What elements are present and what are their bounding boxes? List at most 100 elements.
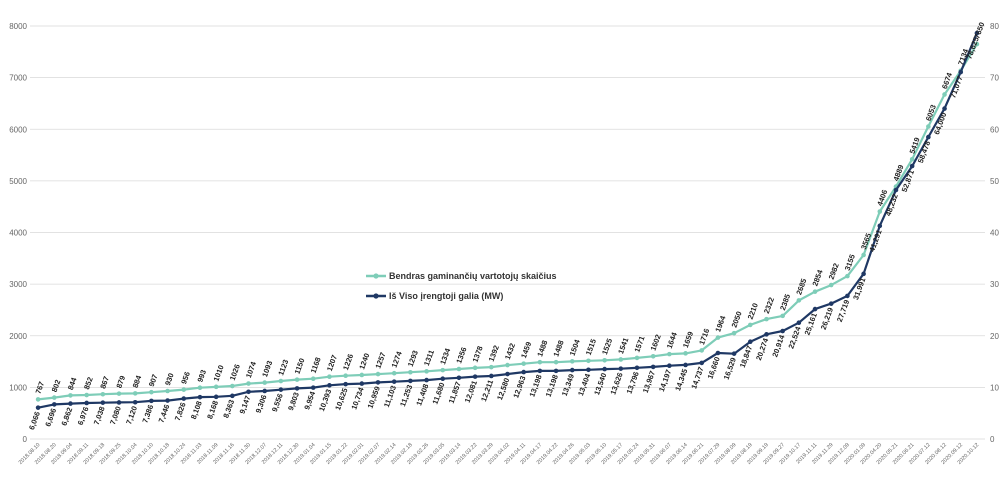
power-point: [262, 388, 268, 394]
users-data-label: 2322: [762, 296, 776, 315]
users-data-label: 1571: [632, 335, 646, 354]
users-point: [683, 351, 688, 356]
power-point: [699, 360, 705, 366]
users-point: [310, 376, 316, 382]
power-point: [294, 386, 300, 391]
power-point: [812, 306, 818, 312]
power-data-label: 13,540: [592, 372, 608, 397]
power-point: [521, 369, 526, 375]
power-point: [683, 362, 688, 368]
users-data-label: 907: [147, 373, 160, 388]
users-point: [796, 298, 802, 303]
power-point: [68, 401, 73, 406]
users-point: [505, 362, 510, 368]
y-tick-label: 2000: [9, 332, 27, 341]
power-point: [553, 368, 559, 374]
power-data-label: 16,529: [722, 356, 738, 381]
legend-marker-users: [373, 273, 379, 279]
power-data-label: 14,197: [657, 368, 673, 393]
users-point: [116, 391, 122, 396]
legend: Bendras gaminančių vartotojų skaičius Iš…: [366, 271, 557, 301]
users-point: [294, 377, 300, 382]
power-data-label: 10,734: [349, 385, 366, 410]
users-point: [132, 391, 138, 396]
power-data-label: 78,625: [964, 36, 980, 61]
power-data-label: 9,556: [270, 392, 285, 413]
users-data-label: 2210: [746, 302, 760, 321]
y-tick-label: 5000: [9, 177, 27, 186]
users-data-label: 1150: [292, 357, 306, 375]
users-point: [327, 374, 332, 379]
users-data-label: 1123: [276, 358, 290, 376]
y2-tick-label: 0: [990, 435, 995, 444]
users-data-label: 852: [82, 376, 95, 391]
power-data-label: 8,168: [205, 399, 220, 420]
power-data-label: 13,796: [625, 370, 641, 395]
users-point: [359, 372, 365, 378]
users-point: [424, 369, 429, 374]
power-data-label: 14,737: [689, 366, 705, 391]
power-point: [537, 368, 543, 374]
users-point: [812, 289, 818, 294]
users-data-label: 1240: [357, 352, 371, 371]
users-point: [618, 357, 624, 362]
power-point: [84, 400, 89, 406]
users-point: [926, 124, 931, 129]
users-data-label: 956: [179, 370, 192, 385]
legend-label-power: Iš Viso įrengtoji galia (MW): [389, 291, 503, 301]
power-point: [489, 373, 494, 379]
power-point: [974, 30, 980, 36]
y2-tick-label: 70: [990, 74, 999, 83]
power-data-label: 9,306: [254, 394, 269, 415]
power-data-label: 27,719: [835, 299, 851, 324]
users-point: [456, 366, 462, 372]
power-point: [327, 383, 332, 388]
users-point: [942, 92, 947, 97]
users-data-label: 1074: [244, 360, 258, 380]
users-data-label: 2982: [827, 262, 841, 281]
users-point: [375, 371, 381, 377]
y2-tick-label: 40: [990, 229, 999, 238]
power-data-label: 7,120: [124, 405, 139, 426]
users-data-label: 802: [50, 378, 63, 393]
power-data-label: 8,108: [189, 400, 204, 421]
power-data-label: 6,862: [59, 406, 74, 427]
users-point: [51, 395, 57, 400]
users-data-label: 1207: [325, 354, 339, 373]
power-point: [780, 328, 785, 334]
power-data-label: 6,696: [43, 407, 58, 428]
y2-tick-label: 20: [990, 332, 999, 341]
users-data-label: 1525: [600, 337, 614, 356]
power-data-label: 12,081: [463, 379, 479, 404]
power-data-label: 7,446: [157, 403, 172, 424]
users-point: [667, 351, 672, 357]
power-point: [408, 378, 413, 384]
y-tick-label: 7000: [9, 74, 27, 83]
power-data-label: 12,211: [479, 379, 495, 403]
users-data-label: 1659: [681, 330, 695, 349]
users-data-label: 993: [195, 369, 208, 384]
users-point: [149, 389, 154, 395]
power-point: [715, 350, 721, 356]
users-point: [634, 355, 640, 361]
users-data-label: 1010: [212, 364, 226, 383]
power-point: [747, 339, 753, 345]
power-data-label: 10,625: [333, 387, 349, 412]
y2-tick-label: 60: [990, 125, 999, 134]
users-point: [974, 41, 980, 47]
users-data-label: 867: [98, 375, 111, 390]
users-data-label: 2050: [730, 310, 744, 329]
users-data-label: 1964: [713, 314, 727, 334]
left-axis-ticks: 0 1000 2000 3000 4000 5000 6000 7000 8000: [9, 22, 27, 444]
power-data-label: 9,803: [286, 391, 301, 412]
users-point: [877, 209, 883, 214]
power-point: [926, 134, 931, 140]
users-point: [537, 359, 543, 365]
power-data-label: 13,198: [544, 373, 560, 398]
power-point: [51, 402, 57, 407]
power-point: [132, 399, 138, 405]
power-point: [472, 374, 478, 379]
power-data-label: 7,826: [173, 401, 188, 422]
power-point: [165, 398, 170, 403]
